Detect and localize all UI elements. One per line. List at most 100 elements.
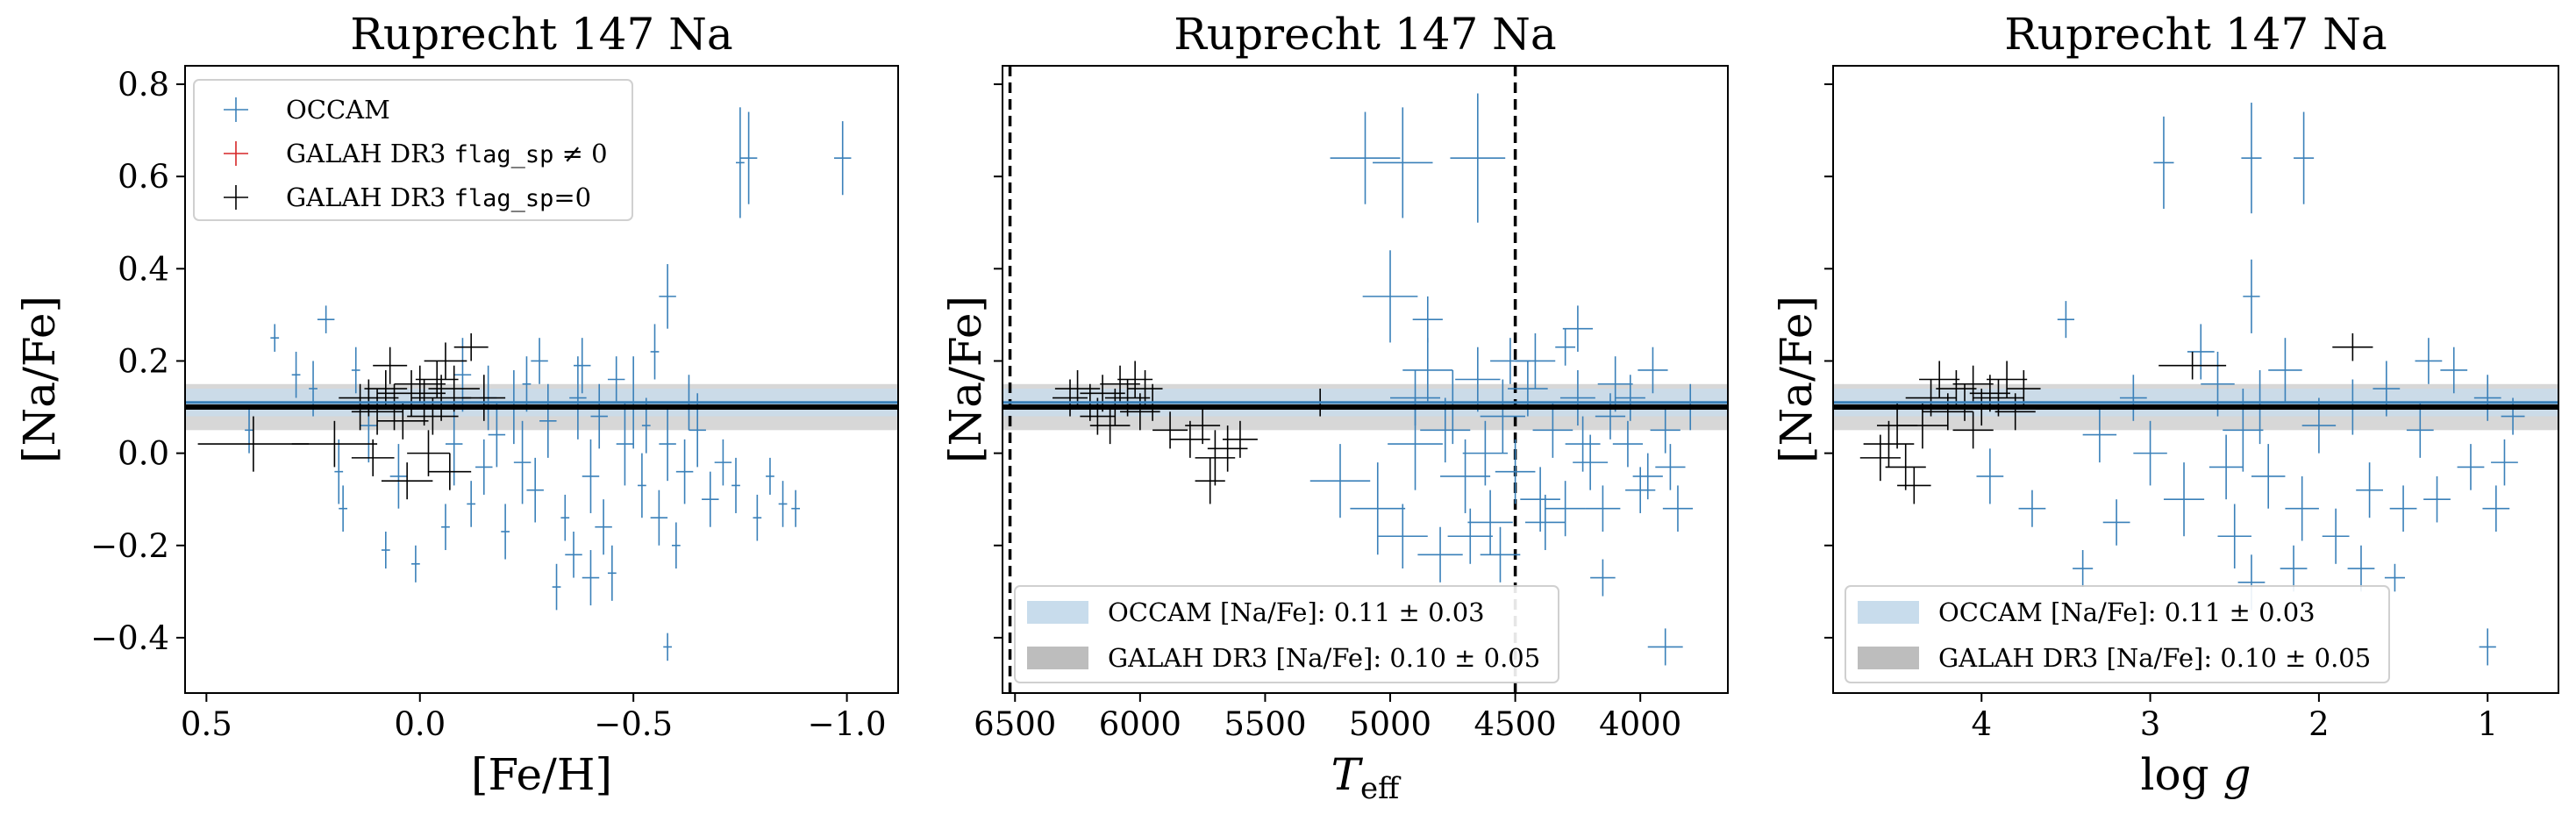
- galah-point: [2007, 369, 2041, 408]
- galah-point: [1952, 411, 1994, 449]
- occam-point: [1638, 347, 1668, 394]
- occam-point: [590, 383, 608, 449]
- occam-point: [766, 457, 774, 495]
- x-axis-label: Teff: [1331, 749, 1402, 806]
- x-axis-label-main: T: [1331, 749, 1364, 800]
- panel-1: 0.5 0.0 −0.5 −1.0 −0.4 −0.2 0.0 0.2 0.4 0.6 0.8 Rup…: [14, 9, 899, 800]
- occam-point: [411, 545, 420, 583]
- legend-label: OCCAM: [286, 95, 390, 125]
- galah-point: [2332, 332, 2373, 361]
- occam-point: [1362, 250, 1418, 343]
- occam-point: [2347, 545, 2375, 592]
- galah-point: [407, 397, 459, 435]
- legend-label-text: GALAH DR3: [286, 182, 454, 212]
- chart-title: Ruprecht 147 Na: [1174, 9, 1556, 60]
- occam-point: [2406, 402, 2434, 458]
- occam-point: [513, 420, 532, 504]
- occam-point: [1520, 467, 1560, 532]
- galah-point: [1859, 434, 1901, 482]
- occam-point: [650, 490, 668, 546]
- galah-point: [424, 342, 467, 380]
- legend-box: [1845, 585, 2390, 683]
- occam-point: [595, 499, 612, 555]
- galah-point: [1185, 407, 1221, 445]
- legend-label: OCCAM [Na/Fe]: 0.11 ± 0.03: [1938, 597, 2316, 627]
- occam-point: [1330, 111, 1401, 204]
- occam-point: [739, 111, 758, 204]
- legend-label: GALAH DR3 [Na/Fe]: 0.10 ± 0.05: [1938, 643, 2371, 673]
- occam-point: [317, 305, 335, 333]
- occam-point: [2082, 407, 2117, 463]
- occam-point: [2285, 475, 2319, 541]
- occam-point: [2251, 444, 2286, 509]
- occam-point: [2153, 116, 2174, 209]
- y-tick-label: 0.4: [118, 250, 169, 288]
- occam-point: [1532, 402, 1573, 458]
- x-tick-label: 4: [1971, 705, 1992, 743]
- occam-point: [1377, 504, 1428, 569]
- x-tick-label: 1: [2477, 705, 2498, 743]
- occam-point: [2457, 444, 2485, 490]
- x-axis-label-main: log: [2140, 749, 2223, 800]
- occam-point: [1585, 485, 1621, 532]
- occam-point: [1515, 332, 1556, 390]
- occam-point: [453, 338, 472, 412]
- occam-point: [1655, 444, 1686, 490]
- occam-point: [1467, 490, 1513, 555]
- galah-point: [373, 347, 408, 384]
- galah-point: [462, 375, 506, 421]
- legend-label: GALAH DR3 flag_sp ≠ 0: [286, 139, 608, 168]
- occam-points: [1309, 93, 1706, 666]
- legend-swatch: [1027, 601, 1088, 624]
- occam-point: [702, 471, 719, 527]
- occam-point: [607, 356, 625, 403]
- y-tick-label: 0.6: [118, 158, 169, 196]
- occam-point: [1647, 628, 1683, 666]
- galah-point: [1127, 369, 1163, 408]
- legend-label-suffix: ≠ 0: [553, 139, 607, 168]
- legend-label-code: flag_sp: [454, 185, 554, 212]
- occam-point: [1495, 439, 1536, 504]
- galah-point: [2159, 351, 2227, 380]
- galah-point: [291, 420, 378, 468]
- occam-point: [1462, 420, 1509, 486]
- x-tick-label: −0.5: [594, 705, 673, 743]
- legend-label-text: OCCAM: [286, 95, 390, 125]
- x-tick-label: 3: [2140, 705, 2161, 743]
- galah-point: [351, 439, 395, 476]
- galah-points: [1053, 361, 1340, 504]
- galah-point: [1104, 379, 1151, 417]
- plot-frame: [184, 65, 899, 694]
- plot-frame: [1832, 65, 2559, 694]
- x-tick-label: 6000: [1099, 705, 1181, 743]
- legend-label: OCCAM [Na/Fe]: 0.11 ± 0.03: [1108, 597, 1485, 627]
- galah-point: [407, 430, 450, 476]
- occam-point: [389, 444, 408, 509]
- galah-point: [1877, 402, 1918, 449]
- occam-point: [1595, 393, 1626, 440]
- occam-point: [1480, 379, 1526, 454]
- y-tick-label: 0.8: [118, 66, 169, 104]
- occam-point: [1625, 467, 1656, 513]
- galah-point: [1054, 369, 1101, 408]
- occam-point: [552, 563, 561, 611]
- galah-point: [1897, 467, 1931, 504]
- occam-point: [501, 504, 510, 560]
- x-tick-label: 0.5: [181, 705, 232, 743]
- occam-point: [582, 439, 600, 513]
- legend-label-text: GALAH DR3: [286, 139, 454, 168]
- occam-point: [2209, 434, 2244, 500]
- galah-points: [1859, 332, 2373, 504]
- occam-point: [1632, 453, 1663, 500]
- occam-point: [467, 481, 476, 527]
- occam-point: [2423, 475, 2451, 523]
- galah-point: [1207, 425, 1248, 472]
- galah-point: [411, 375, 472, 421]
- occam-point: [714, 439, 732, 486]
- occam-point: [2473, 375, 2501, 421]
- occam-point: [488, 402, 506, 468]
- y-tick-label: −0.2: [90, 527, 169, 565]
- occam-point: [1309, 444, 1371, 518]
- occam-point: [2389, 485, 2417, 532]
- legend-label-suffix: =0: [553, 182, 591, 212]
